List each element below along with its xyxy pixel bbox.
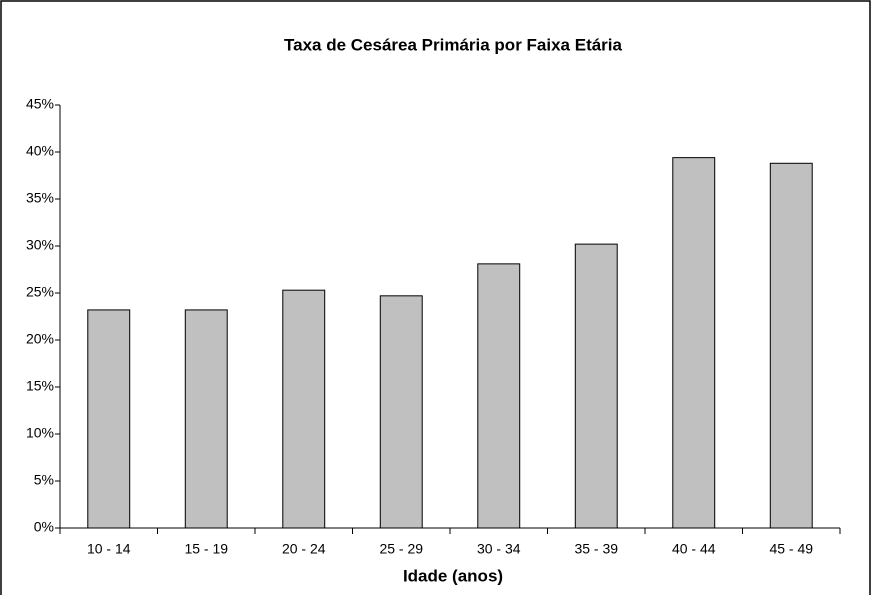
y-tick-label: 10% <box>26 425 54 441</box>
y-tick-label: 45% <box>26 96 54 112</box>
bar <box>672 157 716 529</box>
bar <box>184 309 228 529</box>
x-tick-label: 30 - 34 <box>477 541 521 557</box>
x-tick-label: 35 - 39 <box>574 541 618 557</box>
x-tick-label: 25 - 29 <box>379 541 423 557</box>
y-tick-label: 25% <box>26 284 54 300</box>
x-axis-label: Idade (anos) <box>403 566 503 585</box>
x-tick-label: 10 - 14 <box>87 541 131 557</box>
x-tick-label: 20 - 24 <box>282 541 326 557</box>
chart-title: Taxa de Cesárea Primária por Faixa Etári… <box>284 35 623 54</box>
y-tick-label: 5% <box>34 472 54 488</box>
y-tick-label: 0% <box>34 519 54 535</box>
bar <box>477 263 521 529</box>
y-tick-label: 20% <box>26 331 54 347</box>
bar <box>87 309 131 529</box>
y-tick-label: 40% <box>26 143 54 159</box>
bar <box>574 243 618 529</box>
x-tick-label: 40 - 44 <box>672 541 716 557</box>
x-tick-label: 15 - 19 <box>184 541 228 557</box>
y-tick-label: 15% <box>26 378 54 394</box>
bar <box>769 162 813 529</box>
y-tick-label: 30% <box>26 237 54 253</box>
bar <box>379 295 423 529</box>
y-tick-label: 35% <box>26 190 54 206</box>
bar <box>282 289 326 529</box>
x-tick-label: 45 - 49 <box>769 541 813 557</box>
